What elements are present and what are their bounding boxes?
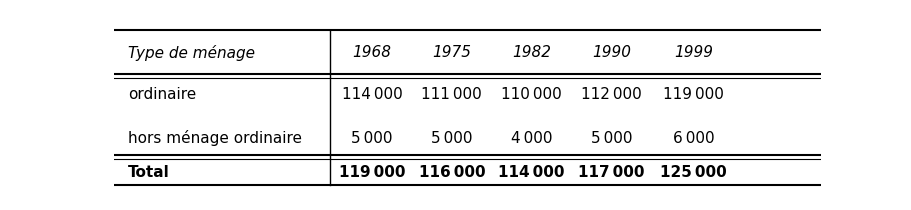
Text: 1975: 1975 <box>432 45 471 60</box>
Text: 119 000: 119 000 <box>338 165 404 180</box>
Text: 116 000: 116 000 <box>418 165 485 180</box>
Text: 4 000: 4 000 <box>510 131 552 146</box>
Text: 114 000: 114 000 <box>498 165 564 180</box>
Text: 5 000: 5 000 <box>431 131 472 146</box>
Text: 5 000: 5 000 <box>351 131 393 146</box>
Text: 110 000: 110 000 <box>501 87 561 102</box>
Text: Total: Total <box>128 165 169 180</box>
Text: 6 000: 6 000 <box>672 131 713 146</box>
Text: 111 000: 111 000 <box>421 87 482 102</box>
Text: 1968: 1968 <box>352 45 391 60</box>
Text: 5 000: 5 000 <box>590 131 631 146</box>
Text: 1982: 1982 <box>512 45 550 60</box>
Text: 112 000: 112 000 <box>580 87 641 102</box>
Text: hors ménage ordinaire: hors ménage ordinaire <box>128 130 302 146</box>
Text: Type de ménage: Type de ménage <box>128 45 255 61</box>
Text: 119 000: 119 000 <box>662 87 723 102</box>
Text: 125 000: 125 000 <box>660 165 726 180</box>
Text: 114 000: 114 000 <box>342 87 402 102</box>
Text: 1999: 1999 <box>673 45 712 60</box>
Text: 117 000: 117 000 <box>578 165 644 180</box>
Text: 1990: 1990 <box>591 45 630 60</box>
Text: ordinaire: ordinaire <box>128 87 196 102</box>
